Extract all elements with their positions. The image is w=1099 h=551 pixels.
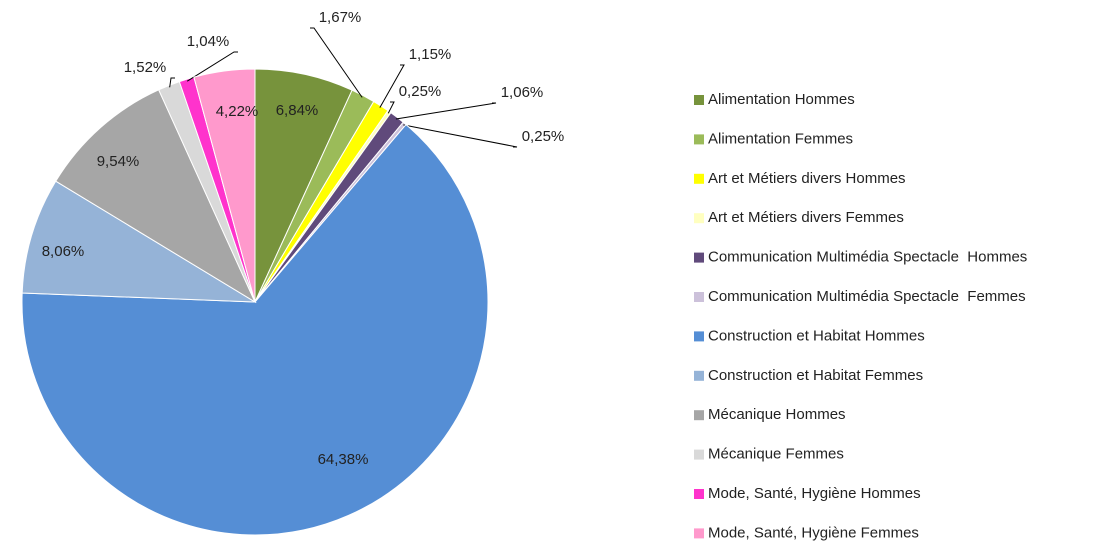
- legend-marker: [694, 370, 704, 381]
- legend-label: Mécanique Femmes: [708, 446, 844, 463]
- legend-marker: [694, 95, 704, 105]
- leader-line: [310, 27, 363, 98]
- data-label: 8,06%: [42, 243, 85, 260]
- legend-label: Communication Multimédia Spectacle Femme…: [708, 288, 1026, 305]
- leader-line: [387, 101, 395, 114]
- legend-marker: [694, 528, 704, 539]
- data-label: 1,15%: [409, 46, 452, 63]
- data-label: 1,67%: [319, 9, 362, 26]
- legend-marker: [694, 292, 704, 302]
- legend-label: Construction et Habitat Hommes: [708, 327, 925, 344]
- legend-marker: [694, 134, 704, 145]
- pie-slice: [21, 180, 257, 303]
- pie-slice: [55, 89, 257, 304]
- legend-marker: [694, 173, 704, 184]
- leader-line: [395, 102, 497, 120]
- leader-line: [186, 51, 238, 82]
- legend-label: Mode, Santé, Hygiène Femmes: [708, 524, 919, 541]
- data-label: 9,54%: [97, 153, 140, 170]
- legend-label: Art et Métiers divers Hommes: [708, 170, 906, 187]
- data-label: 6,84%: [276, 102, 319, 119]
- data-label: 1,06%: [501, 84, 544, 101]
- data-label: 0,25%: [399, 83, 442, 100]
- data-label: 4,22%: [216, 103, 259, 120]
- data-label: 1,52%: [124, 59, 167, 76]
- data-label: 1,04%: [187, 33, 230, 50]
- leader-line: [169, 77, 175, 88]
- legend-label: Alimentation Hommes: [708, 91, 855, 108]
- pie-slice: [21, 123, 489, 536]
- legend-label: Construction et Habitat Femmes: [708, 367, 923, 384]
- legend-marker: [694, 410, 704, 421]
- legend-label: Mode, Santé, Hygiène Hommes: [708, 485, 921, 502]
- legend-marker: [694, 449, 704, 460]
- leader-line: [379, 64, 405, 108]
- data-label: 64,38%: [318, 451, 369, 468]
- legend-marker: [694, 213, 704, 224]
- legend-marker: [694, 489, 704, 499]
- legend-label: Alimentation Femmes: [708, 130, 853, 147]
- legend-label: Art et Métiers divers Femmes: [708, 209, 904, 226]
- legend-label: Communication Multimédia Spectacle Homme…: [708, 249, 1027, 266]
- legend-marker: [694, 331, 704, 342]
- legend-label: Mécanique Hommes: [708, 406, 846, 423]
- data-label: 0,25%: [522, 128, 565, 145]
- pie-slice: [193, 68, 256, 303]
- legend-marker: [694, 252, 704, 263]
- leader-line: [403, 124, 518, 148]
